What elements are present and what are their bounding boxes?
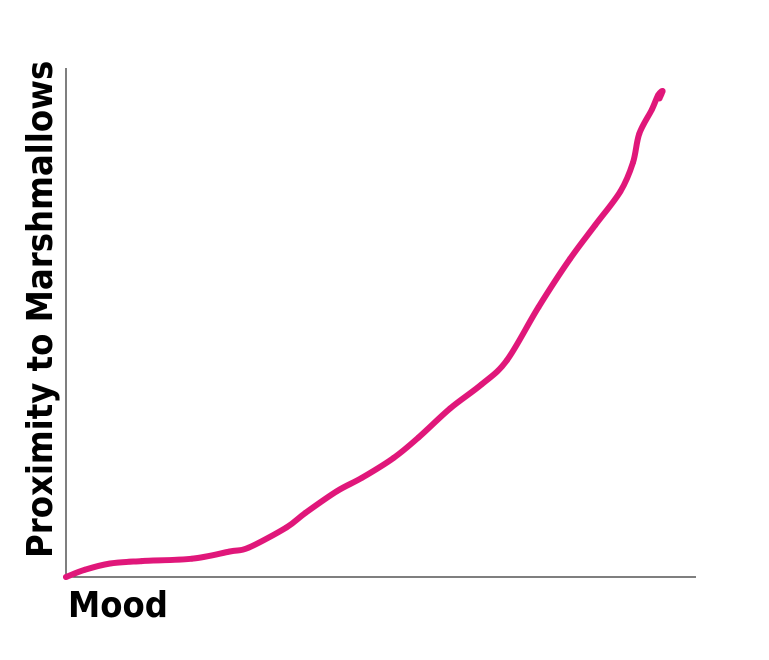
data-point-20 [630,159,636,166]
data-point-5 [226,548,233,555]
data-point-1 [81,566,88,573]
data-point-19 [617,188,624,195]
data-point-12 [415,434,422,441]
data-point-8 [302,509,309,516]
data-point-10 [359,474,366,481]
y-axis-title: Proximity to Marshmallows [20,61,61,558]
data-point-21 [636,130,643,137]
data-point-18 [592,222,599,229]
data-point-16 [535,304,542,311]
data-point-22 [648,106,655,113]
data-points [63,88,666,580]
data-point-0 [63,574,69,580]
data-point-2 [107,560,114,567]
data-point-17 [567,255,573,262]
data-point-11 [390,454,397,461]
data-point-25 [656,95,663,102]
data-point-24 [659,88,666,95]
data-point-4 [189,555,195,562]
data-point-7 [283,524,290,531]
series-line [63,87,666,580]
data-point-13 [447,405,454,412]
data-point-15 [504,357,510,364]
data-point-3 [138,558,145,565]
data-point-14 [478,381,485,388]
data-point-6 [245,544,252,551]
x-axis-title: Mood [68,585,168,626]
data-point-9 [333,488,340,495]
